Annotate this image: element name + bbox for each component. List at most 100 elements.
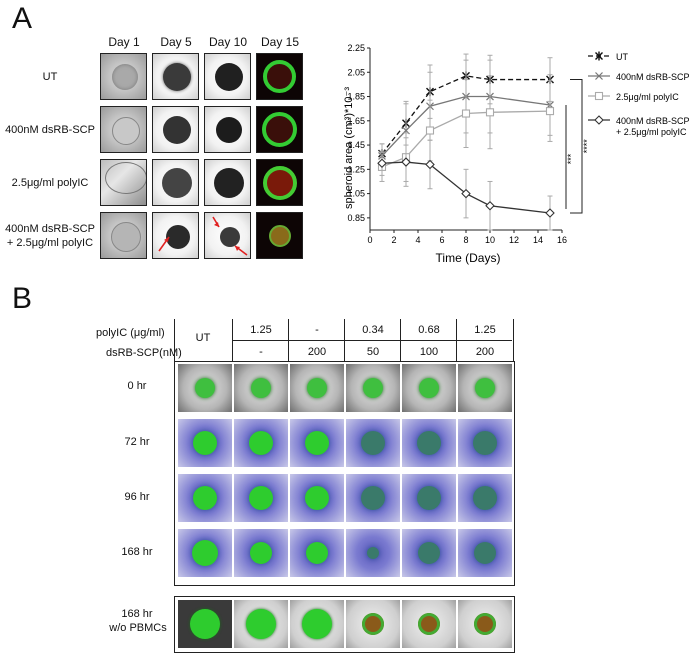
data-point — [485, 108, 495, 117]
y-axis-label: spheroid area (cm³)*10⁻³ — [343, 87, 355, 209]
polyic-value: 1.25 — [250, 324, 272, 336]
time-row-label: 72 hr — [124, 436, 150, 448]
x-tick-label: 2 — [391, 235, 396, 245]
spheroid-image — [152, 212, 199, 259]
y-tick-label: 1.85 — [347, 92, 365, 102]
spheroid-image — [458, 364, 512, 412]
data-point — [595, 72, 603, 80]
y-tick-label: 1.65 — [347, 116, 365, 126]
x-tick-label: 4 — [415, 235, 420, 245]
spheroid-image — [152, 106, 199, 153]
data-point — [595, 51, 603, 61]
polyic-value: 0.34 — [362, 324, 384, 336]
spheroid-image — [458, 600, 512, 648]
x-axis-label: Time (Days) — [436, 251, 501, 265]
dsrb-value: - — [259, 346, 263, 358]
x-tick-label: 14 — [533, 235, 543, 245]
spheroid-image — [234, 419, 288, 467]
x-tick-label: 8 — [463, 235, 468, 245]
spheroid-image — [204, 106, 251, 153]
panel-a-letter: A — [12, 2, 33, 35]
y-tick-label: 1.25 — [347, 164, 365, 174]
spheroid-image — [458, 529, 512, 577]
spheroid-image — [290, 419, 344, 467]
spheroid-image — [290, 364, 344, 412]
data-point — [377, 158, 387, 169]
header-mid-line — [232, 340, 512, 341]
spheroid-image — [402, 529, 456, 577]
series-line — [381, 75, 550, 154]
legend-label: 2.5μg/ml polyIC — [616, 92, 679, 102]
y-tick-label: 2.05 — [347, 67, 365, 77]
legend-label: 400nM dsRB-SCP — [616, 72, 690, 82]
day-header-15: Day 15 — [260, 35, 300, 49]
spheroid-image — [402, 364, 456, 412]
row-label-combo-2: + 2.5μg/ml polyIC — [6, 237, 94, 249]
data-point — [594, 91, 604, 101]
spheroid-image — [152, 53, 199, 100]
spheroid-image — [234, 529, 288, 577]
data-point — [485, 200, 495, 211]
row-label-polyic: 2.5μg/ml polyIC — [11, 177, 89, 189]
bottom-row-label-2: w/o PBMCs — [109, 622, 167, 634]
polyic-value: 1.25 — [474, 324, 496, 336]
significance-label: *** — [566, 153, 576, 164]
row-label-dsrb: 400nM dsRB-SCP — [5, 124, 95, 136]
spheroid-image — [204, 159, 251, 206]
spheroid-image — [234, 364, 288, 412]
spheroid-image — [346, 529, 400, 577]
spheroid-image — [346, 474, 400, 522]
spheroid-image — [152, 159, 199, 206]
data-point — [401, 157, 411, 167]
day-header-5: Day 5 — [160, 35, 192, 49]
dsrb-value: 200 — [307, 346, 327, 358]
spheroid-image — [346, 419, 400, 467]
spheroid-image — [290, 529, 344, 577]
spheroid-image — [458, 419, 512, 467]
spheroid-image — [256, 212, 303, 259]
data-point — [545, 107, 555, 116]
x-tick-label: 16 — [557, 235, 567, 245]
data-point — [461, 109, 471, 118]
data-point — [594, 115, 604, 125]
x-tick-label: 6 — [439, 235, 444, 245]
time-row-label: 168 hr — [121, 546, 153, 558]
y-tick-label: 1.05 — [347, 189, 365, 199]
spheroid-area-chart: 0.85 1.05 1.25 1.45 1.65 1.85 2.05 2.25 0 2 4 6 8 10 1… — [343, 43, 690, 265]
legend-label: UT — [616, 52, 628, 62]
x-tick-label: 0 — [367, 235, 372, 245]
spheroid-image — [346, 600, 400, 648]
spheroid-image — [100, 53, 147, 100]
y-tick-label: 1.45 — [347, 140, 365, 150]
spheroid-image — [256, 106, 303, 153]
spheroid-image — [178, 600, 232, 648]
legend-label: 400nM dsRB-SCP — [616, 116, 690, 126]
spheroid-image — [100, 212, 147, 259]
spheroid-image — [204, 53, 251, 100]
spheroid-image — [100, 106, 147, 153]
spheroid-image — [178, 474, 232, 522]
dsrb-value: 50 — [366, 346, 380, 358]
spheroid-image — [256, 53, 303, 100]
legend-label: + 2.5μg/ml polyIC — [616, 127, 687, 137]
panel-b-letter: B — [12, 282, 33, 315]
header-ut: UT — [195, 332, 211, 344]
spheroid-image — [100, 159, 147, 206]
spheroid-image — [178, 419, 232, 467]
dsrb-value: 200 — [475, 346, 495, 358]
data-point — [461, 188, 471, 199]
significance-bracket — [570, 79, 583, 214]
data-point — [425, 126, 435, 135]
y-tick-label: 2.25 — [347, 43, 365, 53]
spheroid-image — [204, 212, 251, 259]
spheroid-image — [402, 474, 456, 522]
dsrb-value: 100 — [419, 346, 439, 358]
spheroid-image — [346, 364, 400, 412]
spheroid-image — [402, 600, 456, 648]
x-tick-label: 12 — [509, 235, 519, 245]
series-line — [381, 95, 551, 157]
spheroid-image — [402, 419, 456, 467]
spheroid-image — [290, 600, 344, 648]
day-header-10: Day 10 — [208, 35, 248, 49]
row-label-ut: UT — [42, 71, 58, 83]
